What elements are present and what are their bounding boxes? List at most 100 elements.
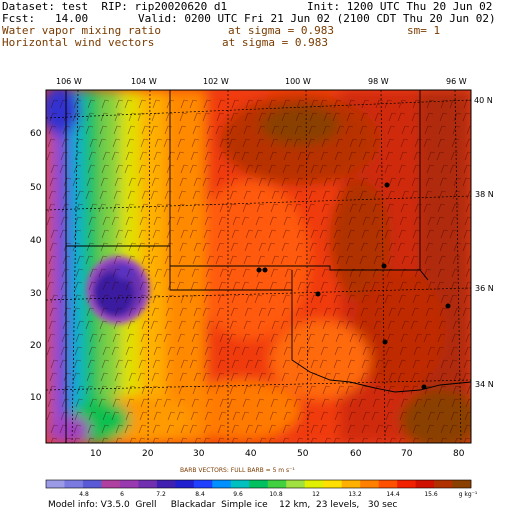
wind-barb: [72, 242, 81, 252]
wind-barb: [360, 372, 369, 382]
wind-barb: [114, 112, 123, 122]
wind-barb: [137, 177, 146, 187]
colorbar-swatch: [156, 480, 176, 488]
wind-barb: [257, 190, 266, 200]
wind-barb: [202, 177, 211, 187]
wind-barb: [295, 372, 304, 382]
wind-barb: [206, 125, 215, 135]
wind-barb: [219, 138, 228, 148]
wind-barb: [255, 411, 264, 421]
x-tick-40: 40: [245, 449, 257, 459]
wind-barb: [100, 177, 109, 187]
wind-barb: [283, 151, 292, 161]
wind-barb: [385, 411, 394, 421]
colorbar-swatch: [212, 480, 232, 488]
wind-barb: [141, 320, 150, 330]
wind-barb: [282, 359, 291, 369]
wind-barb: [88, 151, 97, 161]
wind-barb: [167, 216, 176, 226]
wind-barb: [255, 216, 264, 226]
wind-barb: [259, 437, 267, 443]
wind-barb: [231, 99, 240, 109]
wind-barb: [427, 216, 436, 226]
wind-barb: [138, 164, 147, 174]
wind-barb: [386, 398, 395, 408]
wind-barb: [126, 268, 135, 278]
wind-barb: [152, 359, 161, 369]
wind-barb: [439, 242, 448, 252]
wind-barb: [360, 307, 369, 317]
wind-barb: [346, 307, 355, 317]
wind-barb: [88, 411, 97, 421]
x-tick-60: 60: [350, 449, 362, 459]
wind-barb: [348, 216, 357, 226]
wind-barb: [463, 99, 471, 109]
wind-barb: [230, 242, 239, 252]
wind-barb: [280, 385, 289, 395]
wind-barb: [218, 281, 227, 291]
wind-barb: [336, 385, 345, 395]
dataset-label: Dataset: test RIP: rip20020620 d1: [2, 0, 228, 13]
wind-barb: [282, 437, 290, 443]
wind-barb: [361, 294, 370, 304]
wind-barb: [323, 372, 332, 382]
wind-barb: [177, 138, 186, 148]
wind-barb: [232, 411, 241, 421]
wind-barb: [398, 164, 407, 174]
wind-barb: [399, 151, 408, 161]
wind-barb: [336, 190, 345, 200]
wind-barb: [349, 138, 358, 148]
wind-barb: [115, 424, 124, 434]
wind-barb: [465, 398, 471, 408]
wind-barb: [361, 437, 369, 443]
wind-barb: [114, 242, 123, 252]
wind-barb: [310, 229, 319, 239]
wind-barb: [295, 177, 304, 187]
wind-barb: [113, 320, 122, 330]
wind-barb: [270, 268, 279, 278]
wind-barb: [73, 437, 81, 443]
wind-barb: [230, 372, 239, 382]
wind-barb: [324, 437, 332, 443]
wind-barb: [141, 255, 150, 265]
wind-barb: [112, 268, 121, 278]
wind-barb: [335, 398, 344, 408]
wind-barb: [334, 216, 343, 226]
wind-barb: [229, 320, 238, 330]
wind-barb: [191, 138, 200, 148]
wind-barb: [359, 255, 368, 265]
wind-barb: [384, 164, 393, 174]
wind-barb: [115, 437, 123, 443]
wind-barb: [465, 268, 471, 278]
wind-barb: [347, 164, 356, 174]
wind-barb: [176, 346, 185, 356]
wind-barb: [127, 385, 136, 395]
wind-barb: [138, 294, 147, 304]
wind-barb: [258, 307, 267, 317]
wind-barb: [424, 320, 433, 330]
lon-label-102w: 102 W: [203, 77, 229, 86]
wind-barb: [86, 307, 95, 317]
wind-barb: [307, 398, 316, 408]
wind-barb: [293, 333, 302, 343]
wind-barb: [241, 151, 250, 161]
wind-barb: [410, 125, 419, 135]
wind-barb: [362, 346, 371, 356]
wind-barb: [111, 216, 120, 226]
colorbar-swatch: [175, 480, 195, 488]
wind-barb: [374, 307, 383, 317]
wind-barb: [216, 242, 225, 252]
wind-barb: [179, 177, 188, 187]
wind-barb: [271, 385, 280, 395]
wind-barb: [453, 372, 462, 382]
wind-barb: [48, 125, 57, 135]
colorbar-label: 7.2: [156, 491, 166, 498]
wind-barb: [192, 255, 201, 265]
wind-barb: [440, 359, 449, 369]
wind-barb: [384, 229, 393, 239]
wind-barb: [269, 216, 278, 226]
wind-barb: [74, 151, 83, 161]
wind-barb: [319, 294, 328, 304]
wind-barb: [374, 112, 383, 122]
wind-barb: [189, 359, 198, 369]
